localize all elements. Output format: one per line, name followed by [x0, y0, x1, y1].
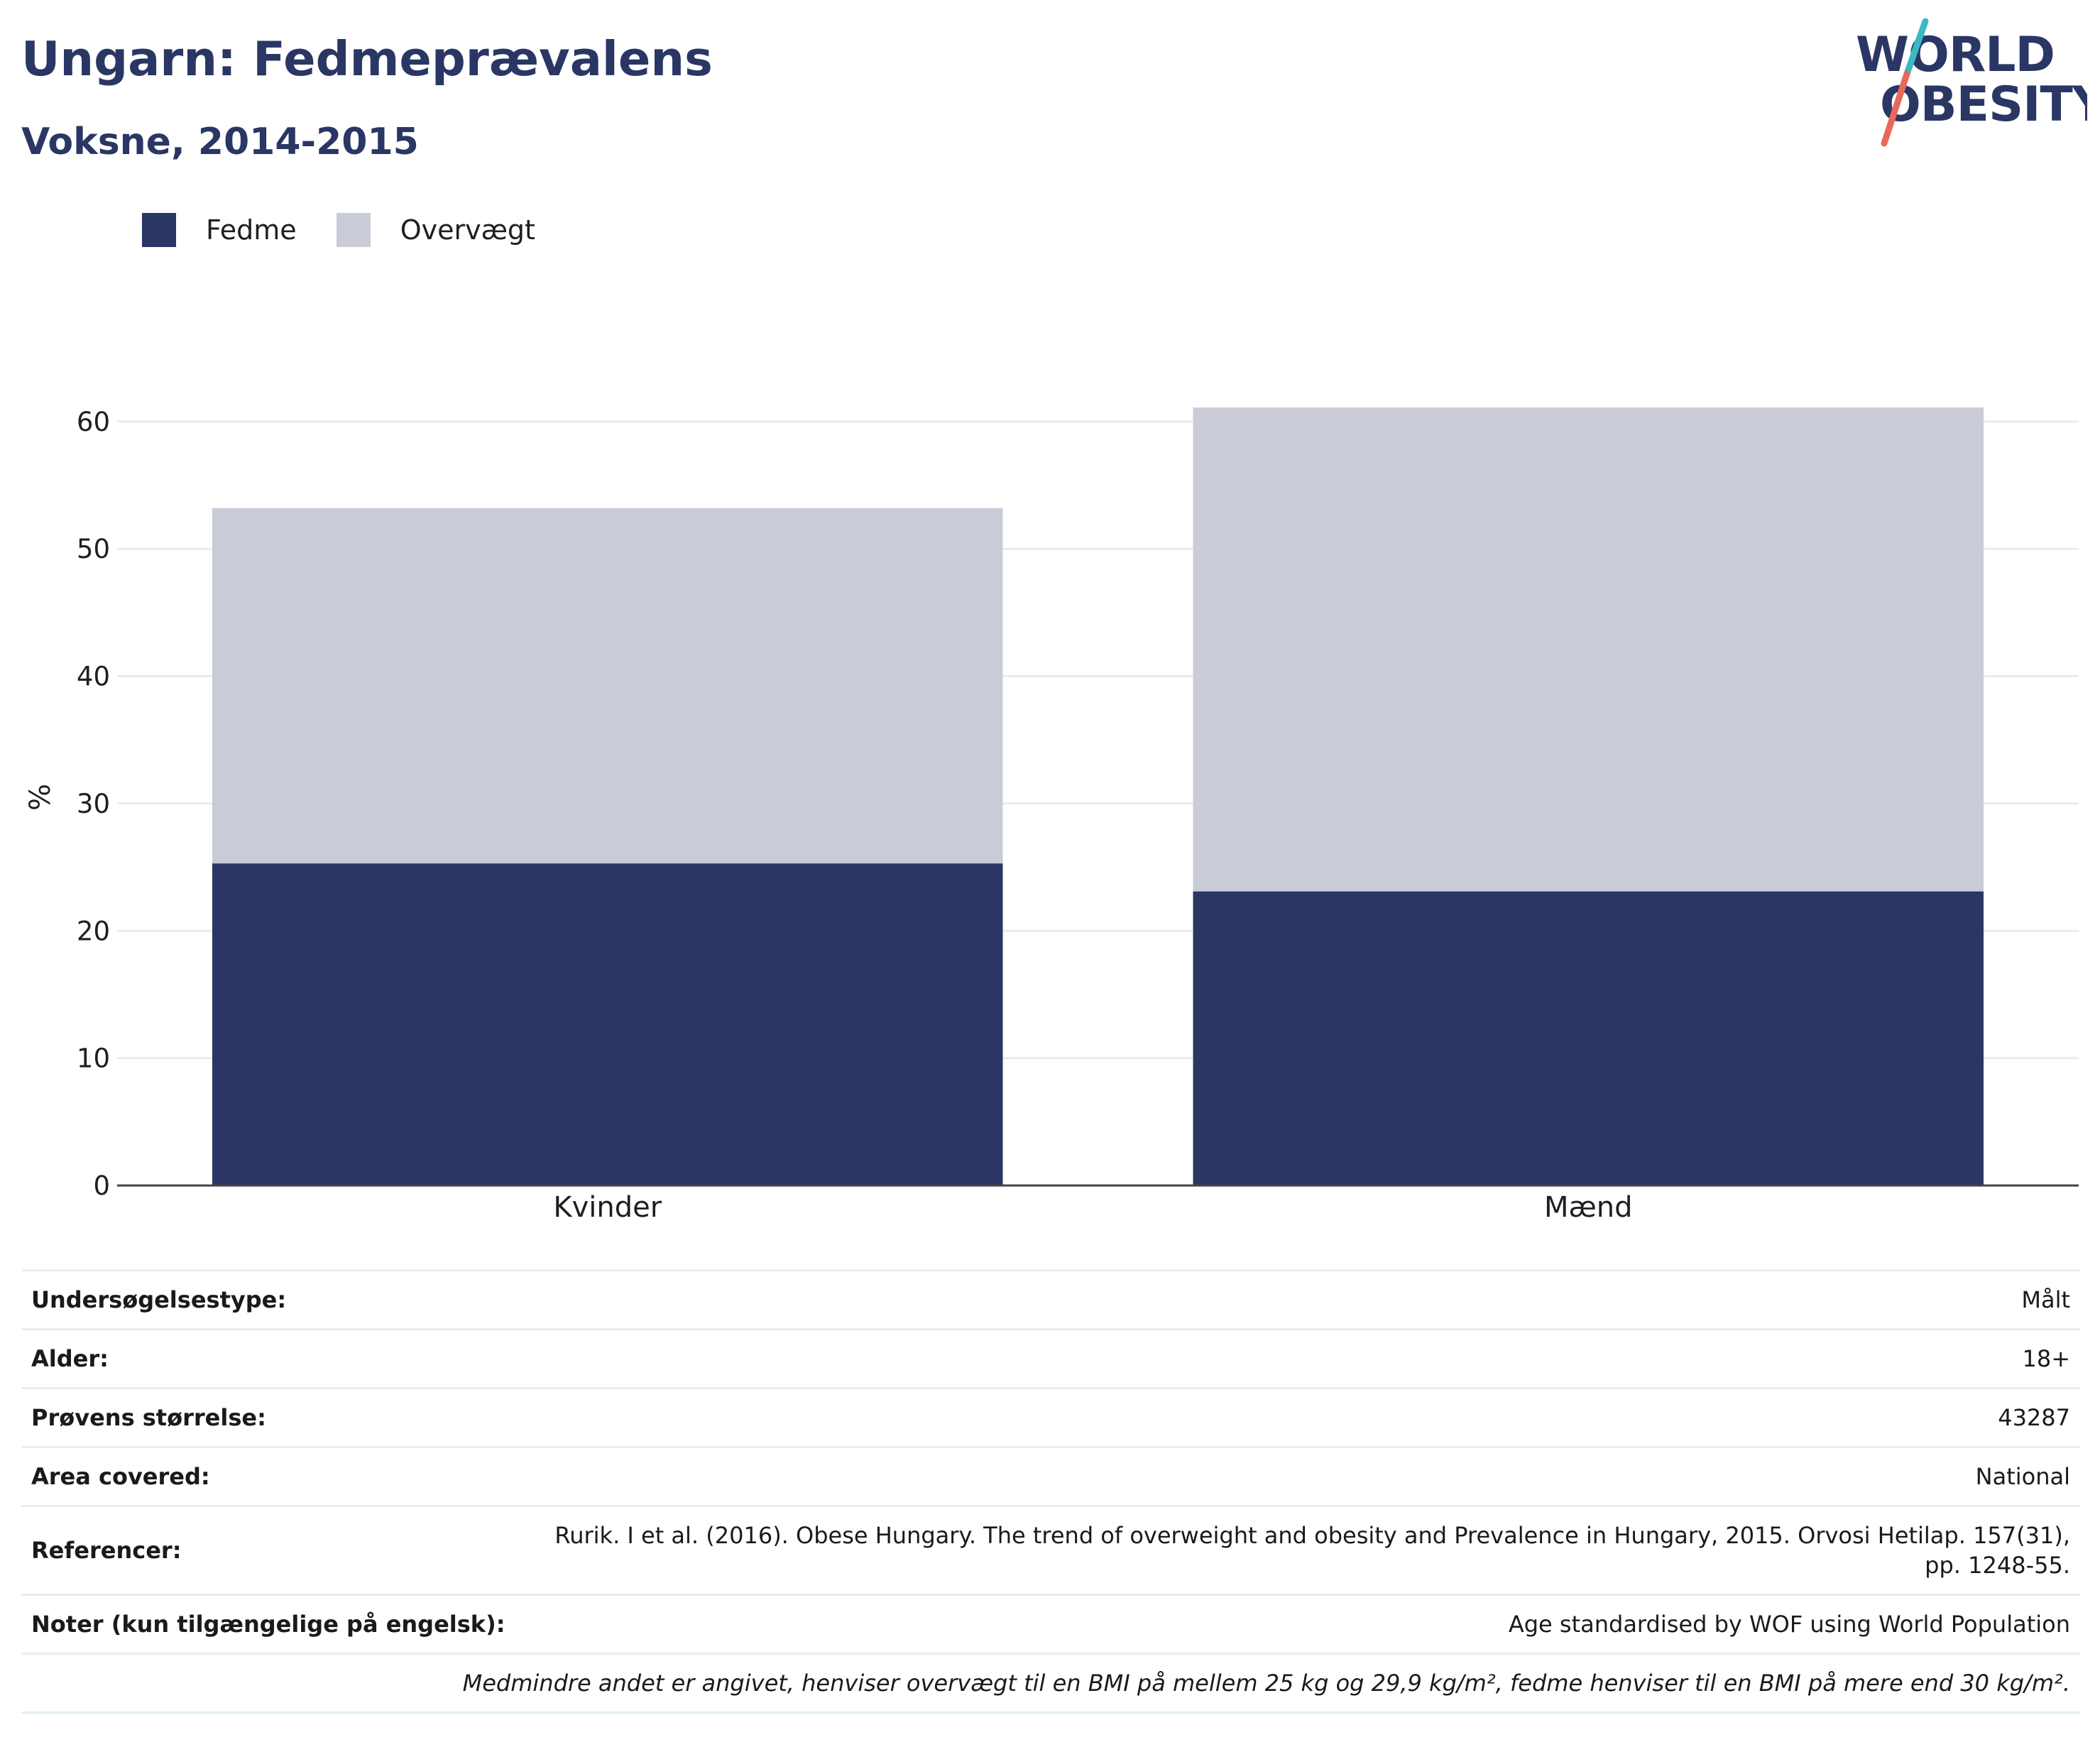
- info-row-footnote: Medmindre andet er angivet, henviser ove…: [21, 1653, 2080, 1714]
- page-subtitle: Voksne, 2014-2015: [21, 121, 419, 163]
- page-title: Ungarn: Fedmeprævalens: [21, 31, 713, 87]
- legend-swatch-overvaegt: [336, 213, 371, 247]
- info-label: Prøvens størrelse:: [21, 1387, 515, 1447]
- y-tick-label: 50: [77, 534, 110, 564]
- logo-line-world: WORLD: [1856, 27, 2055, 83]
- info-value: 43287: [515, 1387, 2080, 1447]
- y-tick-label: 40: [77, 662, 110, 692]
- info-row-survey-type: Undersøgelsestype: Målt: [21, 1269, 2080, 1330]
- info-row-references: Referencer: Rurik. I et al. (2016). Obes…: [21, 1505, 2080, 1595]
- logo-slash-bottom: [1881, 70, 1910, 147]
- y-tick-label: 10: [77, 1044, 110, 1074]
- y-tick-label: 60: [77, 407, 110, 437]
- bar-overvaegt-1: [1193, 407, 1984, 892]
- bar-overvaegt-0: [212, 508, 1003, 864]
- info-value: Age standardised by WOF using World Popu…: [515, 1594, 2080, 1654]
- bar-fedme-1: [1193, 891, 1984, 1185]
- info-row-notes: Noter (kun tilgængelige på engelsk): Age…: [21, 1594, 2080, 1654]
- info-label: Alder:: [21, 1328, 515, 1389]
- legend-swatch-fedme: [142, 213, 176, 247]
- info-value: Målt: [515, 1269, 2080, 1330]
- world-obesity-logo: WORLD OBESITY: [1856, 18, 2087, 147]
- info-value: National: [515, 1446, 2080, 1506]
- x-tick-label: Mænd: [1544, 1191, 1633, 1224]
- info-label: Undersøgelsestype:: [21, 1269, 515, 1330]
- info-value: Rurik. I et al. (2016). Obese Hungary. T…: [515, 1505, 2080, 1595]
- info-value: 18+: [515, 1328, 2080, 1389]
- y-tick-label: 20: [77, 916, 110, 946]
- x-tick-label: Kvinder: [553, 1191, 662, 1224]
- y-tick-label: 0: [93, 1171, 110, 1201]
- chart-legend: Fedme Overvægt: [142, 210, 575, 250]
- legend-label-overvaegt: Overvægt: [400, 214, 535, 246]
- y-tick-label: 30: [77, 789, 110, 819]
- bar-fedme-0: [212, 863, 1003, 1185]
- info-label: Area covered:: [21, 1446, 515, 1506]
- stacked-bar-chart: 0 10 20 30 40 50 60% Kvinder Mænd: [24, 407, 2079, 1224]
- info-row-sample-size: Prøvens størrelse: 43287: [21, 1387, 2080, 1447]
- info-label: Referencer:: [21, 1505, 515, 1595]
- y-axis-label: %: [24, 784, 57, 811]
- info-label: Noter (kun tilgængelige på engelsk):: [21, 1594, 515, 1654]
- logo-slash-top: [1903, 18, 1929, 77]
- info-row-area-covered: Area covered: National: [21, 1446, 2080, 1506]
- info-row-age: Alder: 18+: [21, 1328, 2080, 1389]
- legend-item-overvaegt[interactable]: Overvægt: [336, 213, 535, 247]
- survey-info-table: Undersøgelsestype: Målt Alder: 18+ Prøve…: [21, 1269, 2080, 1714]
- legend-label-fedme: Fedme: [206, 214, 297, 246]
- logo-line-obesity: OBESITY: [1880, 77, 2087, 133]
- legend-item-fedme[interactable]: Fedme: [142, 213, 297, 247]
- footnote-text: Medmindre andet er angivet, henviser ove…: [21, 1653, 2080, 1714]
